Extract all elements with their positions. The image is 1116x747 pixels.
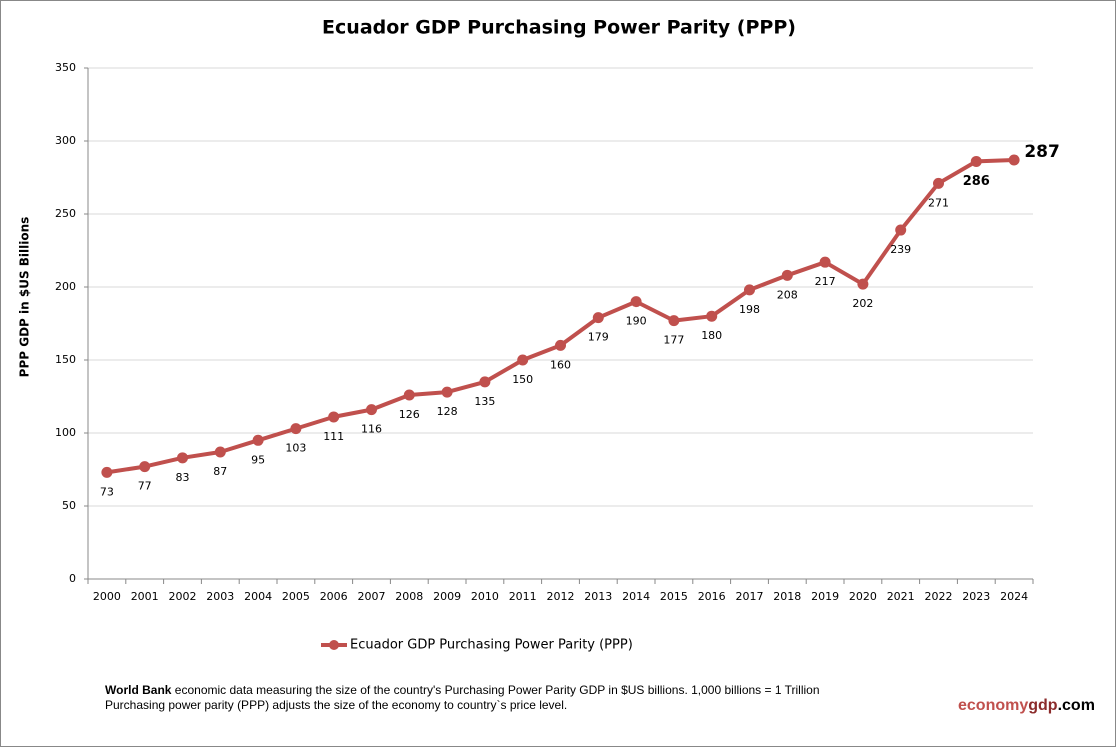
marker: [290, 423, 302, 435]
marker: [479, 376, 491, 388]
marker: [895, 224, 907, 236]
data-label: 103: [285, 442, 306, 455]
x-tick-label: 2010: [471, 590, 499, 603]
data-label: 83: [176, 471, 190, 484]
marker: [706, 310, 718, 322]
y-tick-label: 300: [55, 134, 76, 147]
brand: .com: [1057, 697, 1095, 714]
marker: [781, 269, 793, 281]
data-label: 217: [815, 275, 836, 288]
data-label: 286: [963, 174, 990, 189]
x-tick-label: 2011: [509, 590, 537, 603]
x-tick-label: 2022: [925, 590, 953, 603]
data-label: 287: [1024, 142, 1060, 162]
x-tick-label: 2001: [131, 590, 159, 603]
x-tick-label: 2015: [660, 590, 688, 603]
marker: [403, 389, 415, 401]
marker: [177, 452, 188, 464]
data-label: 128: [437, 405, 458, 418]
marker: [214, 446, 226, 458]
data-label: 111: [323, 430, 344, 443]
x-tick-label: 2012: [547, 590, 575, 603]
x-tick-label: 2003: [206, 590, 234, 603]
y-tick-label: 250: [55, 207, 76, 220]
data-label: 150: [512, 373, 533, 386]
x-tick-label: 2002: [169, 590, 197, 603]
marker: [328, 411, 340, 423]
legend-label: Ecuador GDP Purchasing Power Parity (PPP…: [350, 638, 633, 653]
marker: [592, 312, 604, 324]
marker: [819, 256, 831, 268]
data-label: 202: [852, 297, 873, 310]
x-tick-label: 2018: [773, 590, 801, 603]
data-label: 190: [626, 315, 647, 328]
marker: [630, 296, 642, 308]
marker: [441, 386, 453, 398]
marker: [517, 354, 529, 366]
data-label: 239: [890, 243, 911, 256]
x-tick-label: 2021: [887, 590, 915, 603]
y-axis-label: PPP GDP in $US Billions: [18, 217, 32, 378]
x-tick-label: 2004: [244, 590, 272, 603]
brand: economy: [958, 697, 1029, 714]
data-label: 160: [550, 358, 571, 371]
data-label: 208: [777, 288, 798, 301]
data-label: 87: [213, 465, 227, 478]
data-label: 126: [399, 408, 420, 421]
data-label: 73: [100, 485, 114, 498]
note: economic data measuring the size of the …: [174, 683, 820, 697]
x-tick-label: 2014: [622, 590, 650, 603]
y-tick-label: 350: [55, 61, 76, 74]
marker: [252, 434, 264, 446]
footer-note: World Bank economic data measuring the s…: [105, 683, 820, 697]
footer-note: Purchasing power parity (PPP) adjusts th…: [105, 698, 568, 712]
marker: [668, 315, 680, 327]
x-tick-label: 2016: [698, 590, 726, 603]
x-tick-label: 2006: [320, 590, 348, 603]
marker: [970, 155, 982, 167]
data-label: 179: [588, 331, 609, 344]
x-tick-label: 2008: [395, 590, 423, 603]
chart-title: Ecuador GDP Purchasing Power Parity (PPP…: [322, 17, 796, 39]
source: World Bank: [105, 683, 172, 697]
data-label: 271: [928, 196, 949, 209]
data-label: 95: [251, 453, 265, 466]
marker: [101, 466, 113, 478]
y-tick-label: 200: [55, 280, 76, 293]
x-tick-label: 2020: [849, 590, 877, 603]
data-label: 135: [474, 395, 495, 408]
y-tick-label: 50: [62, 499, 76, 512]
data-label: 116: [361, 423, 382, 436]
marker: [1008, 154, 1020, 166]
marker: [857, 278, 869, 290]
line-series: [106, 158, 1015, 475]
marker: [555, 339, 566, 351]
data-label: 198: [739, 303, 760, 316]
data-label: 77: [138, 480, 152, 493]
y-tick-label: 0: [69, 572, 76, 585]
data-label: 177: [663, 334, 684, 347]
brand: gdp: [1028, 697, 1058, 714]
x-tick-label: 2019: [811, 590, 839, 603]
x-tick-label: 2005: [282, 590, 310, 603]
legend-marker: [329, 640, 339, 650]
marker: [933, 177, 944, 189]
x-tick-label: 2007: [358, 590, 386, 603]
x-tick-label: 2009: [433, 590, 461, 603]
y-tick-label: 100: [55, 426, 76, 439]
brand: economygdp.com: [958, 697, 1095, 715]
marker: [366, 404, 377, 416]
x-tick-label: 2000: [93, 590, 121, 603]
x-tick-label: 2017: [736, 590, 764, 603]
marker: [139, 461, 151, 473]
marker: [744, 284, 755, 296]
y-tick-label: 150: [55, 353, 76, 366]
x-tick-label: 2023: [962, 590, 990, 603]
x-tick-label: 2013: [584, 590, 612, 603]
x-tick-label: 2024: [1000, 590, 1028, 603]
data-label: 180: [701, 329, 722, 342]
